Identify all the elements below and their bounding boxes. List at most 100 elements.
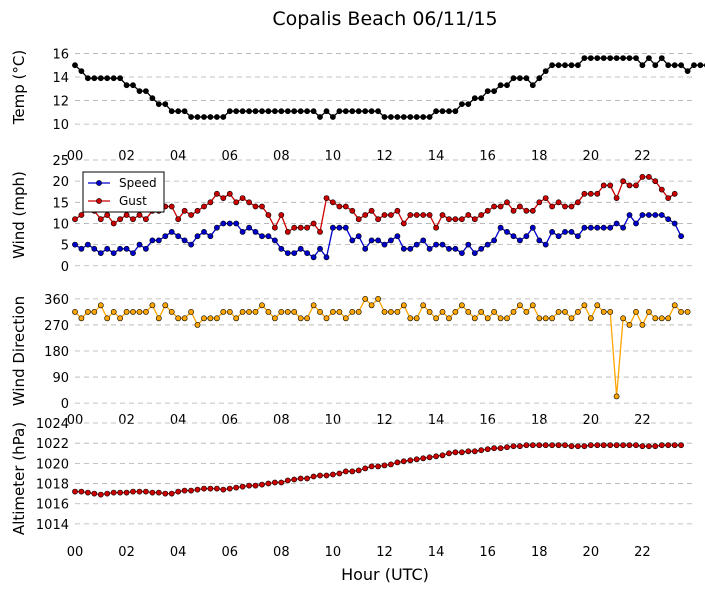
data-point bbox=[207, 114, 214, 120]
data-point bbox=[555, 308, 562, 315]
data-point bbox=[78, 488, 85, 495]
data-point bbox=[426, 454, 433, 461]
panel-4: 1014 1016 1018 1020 1022 1024 Altimeter (hPa) bbox=[10, 417, 694, 535]
data-point bbox=[400, 220, 407, 227]
data-point bbox=[549, 203, 555, 210]
data-point bbox=[607, 55, 614, 61]
data-point bbox=[613, 393, 620, 400]
data-point bbox=[594, 442, 601, 449]
data-point bbox=[355, 108, 362, 115]
y-tick-label: 10 bbox=[52, 118, 69, 133]
data-point bbox=[291, 224, 298, 231]
data-point bbox=[626, 212, 633, 218]
data-point bbox=[201, 114, 207, 120]
data-point bbox=[291, 308, 298, 315]
data-point bbox=[175, 108, 182, 115]
data-point bbox=[162, 101, 169, 107]
data-point bbox=[304, 224, 310, 231]
data-point bbox=[201, 315, 207, 322]
x-tick-label: 14 bbox=[428, 413, 445, 428]
data-point bbox=[639, 212, 646, 218]
series-line bbox=[74, 297, 688, 397]
data-point bbox=[317, 245, 323, 252]
y-tick-label: 1020 bbox=[36, 457, 69, 472]
data-point bbox=[304, 250, 310, 256]
data-point bbox=[536, 199, 543, 206]
data-point bbox=[136, 488, 143, 495]
data-point bbox=[149, 237, 156, 244]
data-point bbox=[646, 55, 652, 61]
data-point bbox=[607, 224, 614, 231]
y-tick-label: 270 bbox=[44, 319, 69, 334]
data-point bbox=[671, 190, 678, 197]
data-point bbox=[329, 114, 336, 120]
data-point bbox=[504, 315, 510, 322]
data-point bbox=[439, 212, 446, 218]
data-point bbox=[484, 88, 491, 94]
data-point bbox=[91, 490, 98, 497]
data-point bbox=[91, 245, 98, 252]
data-point bbox=[233, 484, 240, 491]
x-tick-label: 20 bbox=[583, 545, 600, 560]
data-point bbox=[633, 220, 639, 227]
data-point bbox=[652, 212, 659, 218]
data-point bbox=[323, 108, 330, 115]
data-point bbox=[568, 203, 575, 210]
y-tick-label: 1022 bbox=[36, 437, 69, 452]
x-tick-label: 22 bbox=[634, 545, 651, 560]
data-point bbox=[413, 241, 420, 248]
data-point bbox=[188, 212, 194, 218]
data-point bbox=[342, 203, 349, 210]
data-point bbox=[271, 108, 278, 115]
data-point bbox=[201, 485, 207, 492]
data-point bbox=[626, 321, 633, 328]
data-point bbox=[297, 224, 304, 231]
data-point bbox=[104, 315, 111, 322]
x-tick-label: 06 bbox=[221, 413, 238, 428]
data-point bbox=[226, 220, 233, 227]
data-point bbox=[355, 467, 362, 474]
data-point bbox=[110, 489, 117, 496]
data-point bbox=[471, 250, 478, 256]
data-point bbox=[336, 308, 343, 315]
data-point bbox=[310, 473, 317, 480]
data-point bbox=[349, 207, 356, 214]
data-point bbox=[458, 101, 465, 107]
data-point bbox=[465, 241, 472, 248]
data-point bbox=[207, 199, 214, 206]
x-tick-label: 08 bbox=[273, 149, 290, 164]
data-point bbox=[362, 245, 369, 252]
data-point bbox=[162, 490, 169, 497]
x-tick-label: 22 bbox=[634, 413, 651, 428]
data-point bbox=[104, 75, 111, 82]
data-point bbox=[168, 308, 175, 315]
data-point bbox=[226, 308, 233, 315]
legend-entry-speed: Speed bbox=[119, 176, 157, 190]
data-point bbox=[671, 442, 678, 449]
data-point bbox=[587, 224, 594, 231]
data-point bbox=[201, 228, 207, 235]
series-line bbox=[75, 444, 682, 496]
data-point bbox=[562, 442, 568, 449]
data-point bbox=[407, 114, 414, 120]
data-point bbox=[568, 315, 575, 322]
x-tick-label: 16 bbox=[479, 149, 496, 164]
data-point bbox=[168, 228, 175, 235]
data-point bbox=[484, 207, 491, 214]
y-axis-label: Wind (mph) bbox=[10, 171, 28, 259]
data-point bbox=[542, 315, 549, 322]
data-point bbox=[355, 308, 362, 315]
y-tick-label: 1018 bbox=[36, 478, 69, 493]
data-point bbox=[368, 207, 375, 214]
data-point bbox=[394, 233, 401, 240]
legend: Speed Gust bbox=[82, 171, 165, 213]
data-point bbox=[439, 241, 446, 248]
data-point bbox=[362, 108, 369, 115]
data-point bbox=[175, 315, 182, 322]
data-point bbox=[284, 477, 291, 484]
data-point bbox=[504, 199, 510, 206]
panel-2: 0 5 10 15 20 25 Wind (mph) Speed Gust bbox=[10, 154, 694, 275]
data-point bbox=[633, 55, 639, 61]
data-point bbox=[678, 308, 684, 315]
data-point bbox=[587, 315, 594, 322]
